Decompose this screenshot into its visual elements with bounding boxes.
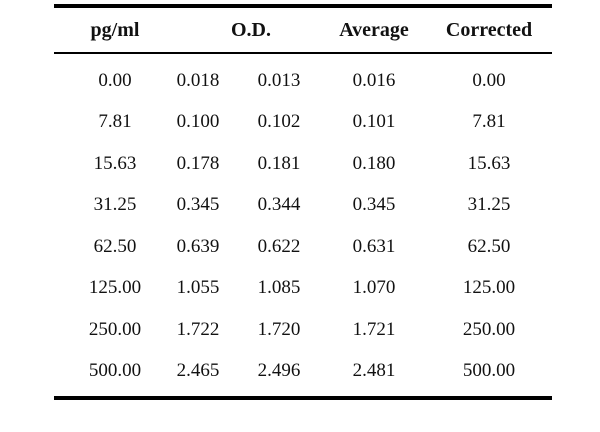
cell-pg-ml: 0.00 <box>98 69 132 91</box>
cell-od-1: 0.345 <box>176 194 220 216</box>
header-corrected: Corrected <box>445 18 533 41</box>
table-row: 0.00 0.018 0.013 0.016 0.00 <box>54 60 552 102</box>
cell-corrected: 500.00 <box>462 360 516 382</box>
header-average: Average <box>339 18 409 41</box>
cell-pg-ml: 500.00 <box>88 360 142 382</box>
table-header-rule <box>54 52 552 54</box>
cell-od-1: 1.055 <box>176 277 220 299</box>
cell-pg-ml: 7.81 <box>98 111 132 133</box>
cell-od-1: 0.018 <box>176 69 220 91</box>
table-row: 7.81 0.100 0.102 0.101 7.81 <box>54 102 552 144</box>
cell-average: 0.016 <box>352 69 396 91</box>
cell-average: 0.631 <box>352 235 396 257</box>
cell-pg-ml: 250.00 <box>88 318 142 340</box>
cell-od-1: 0.639 <box>176 235 220 257</box>
table-row: 125.00 1.055 1.085 1.070 125.00 <box>54 268 552 310</box>
cell-od-2: 0.013 <box>257 69 301 91</box>
cell-average: 0.345 <box>352 194 396 216</box>
cell-corrected: 0.00 <box>472 69 506 91</box>
cell-corrected: 15.63 <box>467 152 511 174</box>
cell-pg-ml: 31.25 <box>93 194 137 216</box>
header-od: O.D. <box>231 18 271 41</box>
standard-curve-table: pg/ml O.D. Average Corrected 0.00 0.018 … <box>54 4 552 400</box>
table-bottom-rule <box>54 396 552 400</box>
table-body: 0.00 0.018 0.013 0.016 0.00 7.81 0.100 0… <box>54 54 552 396</box>
cell-pg-ml: 15.63 <box>93 152 137 174</box>
cell-average: 0.101 <box>352 111 396 133</box>
cell-od-2: 0.622 <box>257 235 301 257</box>
table-row: 500.00 2.465 2.496 2.481 500.00 <box>54 351 552 393</box>
cell-average: 1.070 <box>352 277 396 299</box>
cell-corrected: 62.50 <box>467 235 511 257</box>
cell-average: 2.481 <box>352 360 396 382</box>
table-row: 62.50 0.639 0.622 0.631 62.50 <box>54 226 552 268</box>
cell-corrected: 125.00 <box>462 277 516 299</box>
cell-corrected: 31.25 <box>467 194 511 216</box>
cell-corrected: 7.81 <box>472 111 506 133</box>
cell-od-2: 0.181 <box>257 152 301 174</box>
table-top-rule <box>54 4 552 8</box>
table-row: 250.00 1.722 1.720 1.721 250.00 <box>54 309 552 351</box>
cell-od-1: 0.100 <box>176 111 220 133</box>
cell-average: 1.721 <box>352 318 396 340</box>
cell-od-2: 1.085 <box>257 277 301 299</box>
cell-od-1: 0.178 <box>176 152 220 174</box>
cell-od-2: 0.102 <box>257 111 301 133</box>
table-row: 15.63 0.178 0.181 0.180 15.63 <box>54 143 552 185</box>
cell-od-1: 2.465 <box>176 360 220 382</box>
cell-od-2: 0.344 <box>257 194 301 216</box>
table-header-row: pg/ml O.D. Average Corrected <box>54 8 552 52</box>
table-row: 31.25 0.345 0.344 0.345 31.25 <box>54 185 552 227</box>
cell-od-1: 1.722 <box>176 318 220 340</box>
header-pg-ml: pg/ml <box>90 18 140 41</box>
cell-od-2: 2.496 <box>257 360 301 382</box>
cell-average: 0.180 <box>352 152 396 174</box>
cell-od-2: 1.720 <box>257 318 301 340</box>
cell-corrected: 250.00 <box>462 318 516 340</box>
cell-pg-ml: 62.50 <box>93 235 137 257</box>
cell-pg-ml: 125.00 <box>88 277 142 299</box>
